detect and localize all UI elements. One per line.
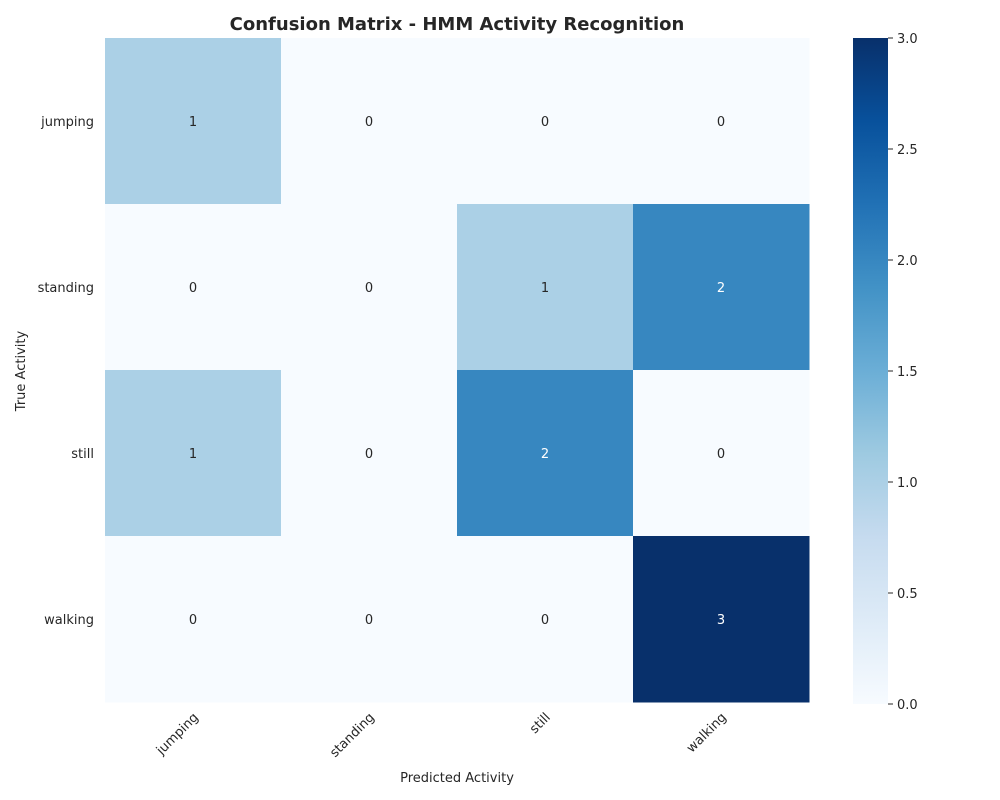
x-tick-label: jumping [153, 710, 202, 759]
cell-annotations: 1 0 0 0 0 0 1 2 1 0 2 0 0 0 0 3 [189, 115, 725, 628]
colorbar [853, 38, 888, 704]
cell-value-label: 0 [541, 115, 549, 130]
heatmap-cell-walking-still [457, 536, 634, 703]
heatmap-cell-still-walking [633, 370, 810, 537]
cell-value-label: 0 [365, 613, 373, 628]
heatmap-cell-walking-standing [281, 536, 458, 703]
colorbar-tick-label: 0.0 [897, 698, 918, 713]
colorbar-tick-label: 2.5 [897, 143, 918, 158]
cell-value-label: 0 [365, 115, 373, 130]
cell-value-label: 2 [717, 281, 725, 296]
x-tick-label: standing [327, 710, 378, 761]
cell-value-label: 2 [541, 447, 549, 462]
y-axis-label: True Activity [14, 331, 29, 413]
heatmap-cell-jumping-standing [281, 38, 458, 205]
colorbar-tick-label: 0.5 [897, 587, 918, 602]
cell-value-label: 1 [541, 281, 549, 296]
cell-value-label: 0 [189, 613, 197, 628]
colorbar-tick-label: 1.5 [897, 365, 918, 380]
heatmap-cell-jumping-jumping [105, 38, 282, 205]
chart-title: Confusion Matrix - HMM Activity Recognit… [230, 14, 685, 35]
heatmap-cell-standing-jumping [105, 204, 282, 371]
cell-value-label: 0 [365, 281, 373, 296]
y-tick-label: standing [38, 281, 94, 296]
colorbar-tick-label: 1.0 [897, 476, 918, 491]
heatmap-cell-walking-jumping [105, 536, 282, 703]
y-tick-label: jumping [40, 115, 94, 130]
heatmap-cell-jumping-walking [633, 38, 810, 205]
heatmap-cell-jumping-still [457, 38, 634, 205]
heatmap-cell-standing-still [457, 204, 634, 371]
cell-value-label: 0 [717, 115, 725, 130]
cell-value-label: 0 [365, 447, 373, 462]
y-tick-label: walking [44, 613, 94, 628]
x-tick-label: still [527, 710, 554, 737]
heatmap-cell-still-jumping [105, 370, 282, 537]
colorbar-ticks: 0.0 0.5 1.0 1.5 2.0 2.5 3.0 [888, 32, 918, 713]
x-axis-ticks: jumping standing still walking [153, 710, 730, 761]
cell-value-label: 1 [189, 115, 197, 130]
heatmap-cells [105, 38, 810, 703]
cell-value-label: 0 [717, 447, 725, 462]
heatmap-cell-walking-walking [633, 536, 810, 703]
y-tick-label: still [71, 447, 94, 462]
cell-value-label: 0 [189, 281, 197, 296]
cell-value-label: 3 [717, 613, 725, 628]
y-axis-ticks: jumping standing still walking [38, 115, 94, 628]
colorbar-tick-label: 2.0 [897, 254, 918, 269]
heatmap-cell-standing-standing [281, 204, 458, 371]
x-axis-label: Predicted Activity [400, 771, 514, 786]
x-tick-label: walking [684, 710, 730, 756]
colorbar-tick-label: 3.0 [897, 32, 918, 47]
cell-value-label: 1 [189, 447, 197, 462]
heatmap-cell-still-still [457, 370, 634, 537]
cell-value-label: 0 [541, 613, 549, 628]
heatmap-cell-still-standing [281, 370, 458, 537]
heatmap-cell-standing-walking [633, 204, 810, 371]
